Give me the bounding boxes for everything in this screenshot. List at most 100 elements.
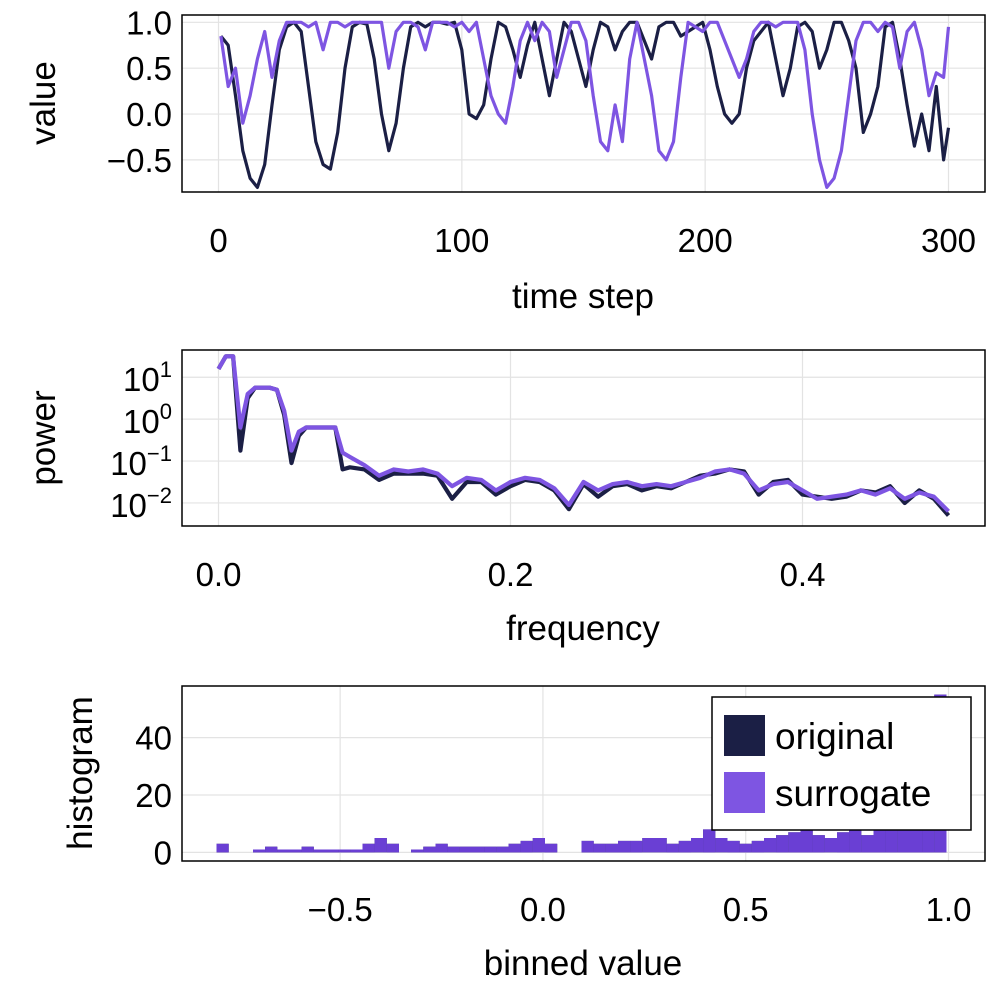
timeseries-axes-frame	[181, 14, 986, 193]
histogram-axes-frame	[181, 685, 986, 862]
timeseries-xtick-label: 100	[434, 222, 489, 259]
histogram-bar-surrogate	[739, 843, 752, 853]
histogram-bar-surrogate	[350, 849, 363, 853]
histogram-bar-surrogate	[691, 838, 704, 853]
histogram-ylabel: histogram	[61, 696, 100, 850]
histogram-bar-surrogate	[897, 823, 910, 853]
timeseries-ticks: 0 100 200 300 −0.5 0.0 0.5 1.0	[107, 4, 976, 259]
histogram-bar-surrogate	[374, 838, 387, 853]
histogram-bar-surrogate	[824, 838, 837, 853]
histogram-ytick-label: 0	[154, 834, 172, 871]
histogram-bar-surrogate	[703, 829, 716, 853]
histogram-bar-surrogate	[861, 835, 874, 853]
histogram-bar-surrogate	[776, 835, 789, 853]
spectrum-ylabel: power	[24, 390, 63, 486]
histogram-xtick-label: 0.5	[723, 891, 769, 928]
spectrum-xtick-label: 0.0	[196, 556, 242, 593]
histogram-bar-surrogate	[386, 843, 399, 853]
histogram-bar-surrogate	[362, 843, 375, 853]
histogram-bar-surrogate	[423, 846, 436, 853]
spectrum-ytick-label: 100	[123, 399, 172, 440]
spectrum-lines	[216, 354, 951, 517]
histogram-bar-surrogate	[411, 849, 424, 853]
histogram-bar-surrogate	[289, 849, 302, 853]
histogram-bar-surrogate	[447, 846, 460, 853]
legend-swatch-original	[724, 715, 765, 756]
timeseries-line-surrogate	[219, 20, 951, 189]
histogram-bar-surrogate	[873, 826, 886, 853]
histogram-bar-surrogate	[812, 835, 825, 853]
histogram-bar-surrogate	[642, 838, 655, 853]
spectrum-xlabel: frequency	[506, 609, 660, 648]
timeseries-xtick-label: 300	[921, 222, 976, 259]
histogram-bar-surrogate	[265, 846, 278, 853]
histogram-ytick-label: 40	[135, 720, 172, 757]
histogram-bar-surrogate	[277, 849, 290, 853]
histogram-bar-surrogate	[630, 840, 643, 853]
legend-label-original: original	[775, 716, 894, 757]
histogram-bar-surrogate	[484, 846, 497, 853]
histogram-bar-surrogate	[849, 829, 862, 853]
histogram-ticks: −0.5 0.0 0.5 1.0 0 20 40	[135, 720, 971, 928]
histogram-bar-surrogate	[605, 843, 618, 853]
histogram-bar-surrogate	[618, 840, 631, 853]
histogram-bar-surrogate	[678, 840, 691, 853]
spectrum-line-surrogate	[216, 354, 950, 513]
timeseries-ytick-label: −0.5	[107, 142, 172, 179]
histogram-bar-surrogate	[800, 826, 813, 853]
histogram-bar-surrogate	[301, 846, 314, 853]
timeseries-panel: 0 100 200 300 −0.5 0.0 0.5 1.0 time step value	[24, 4, 986, 316]
spectrum-ytick-label: 10−2	[110, 483, 172, 524]
histogram-bar-surrogate	[654, 838, 667, 853]
spectrum-ytick-label: 101	[123, 357, 172, 398]
spectrum-grid	[182, 350, 985, 526]
histogram-bar-surrogate	[837, 832, 850, 853]
histogram-bar-surrogate	[593, 843, 606, 853]
spectrum-line-original	[216, 354, 951, 517]
histogram-ytick-label: 20	[135, 777, 172, 814]
histogram-xtick-label: −0.5	[308, 891, 373, 928]
histogram-bar-surrogate	[326, 849, 339, 853]
histogram-bar-surrogate	[788, 832, 801, 853]
legend: original surrogate	[711, 696, 972, 831]
histogram-bar-surrogate	[764, 838, 777, 853]
histogram-bar-surrogate	[216, 843, 229, 853]
histogram-bar-surrogate	[666, 843, 679, 853]
histogram-panel: −0.5 0.0 0.5 1.0 0 20 40 binned value histogra…	[61, 685, 986, 983]
timeseries-ytick-label: 1.0	[126, 4, 172, 41]
histogram-bar-surrogate	[508, 843, 521, 853]
histogram-bar-surrogate	[496, 846, 509, 853]
histogram-bar-surrogate	[581, 840, 594, 853]
legend-swatch-surrogate	[724, 772, 765, 813]
timeseries-xlabel: time step	[512, 277, 654, 316]
histogram-bar-surrogate	[459, 846, 472, 853]
spectrum-xtick-label: 0.4	[780, 556, 826, 593]
timeseries-xtick-label: 200	[678, 222, 733, 259]
histogram-xtick-label: 0.0	[520, 891, 566, 928]
timeseries-ylabel: value	[24, 61, 63, 145]
histogram-bar-surrogate	[313, 849, 326, 853]
timeseries-xtick-label: 0	[209, 222, 227, 259]
histogram-bar-surrogate	[520, 840, 533, 853]
spectrum-axes-frame	[181, 349, 986, 527]
histogram-bar-surrogate	[435, 843, 448, 853]
histogram-bar-surrogate	[253, 849, 266, 853]
histogram-bar-surrogate	[545, 843, 558, 853]
histogram-xlabel: binned value	[484, 944, 683, 983]
histogram-bar-surrogate	[727, 840, 740, 853]
histogram-bar-surrogate	[715, 838, 728, 853]
timeseries-lines	[219, 20, 951, 189]
histogram-bar-surrogate	[472, 846, 485, 853]
histogram-bar-surrogate	[885, 829, 898, 853]
histogram-bar-surrogate	[751, 840, 764, 853]
timeseries-grid	[182, 15, 985, 192]
spectrum-ytick-label: 10−1	[110, 441, 172, 482]
timeseries-line-original	[219, 20, 951, 189]
histogram-bar-surrogate	[532, 838, 545, 853]
spectrum-xtick-label: 0.2	[488, 556, 534, 593]
histogram-bar-surrogate	[338, 849, 351, 853]
histogram-xtick-label: 1.0	[926, 891, 972, 928]
